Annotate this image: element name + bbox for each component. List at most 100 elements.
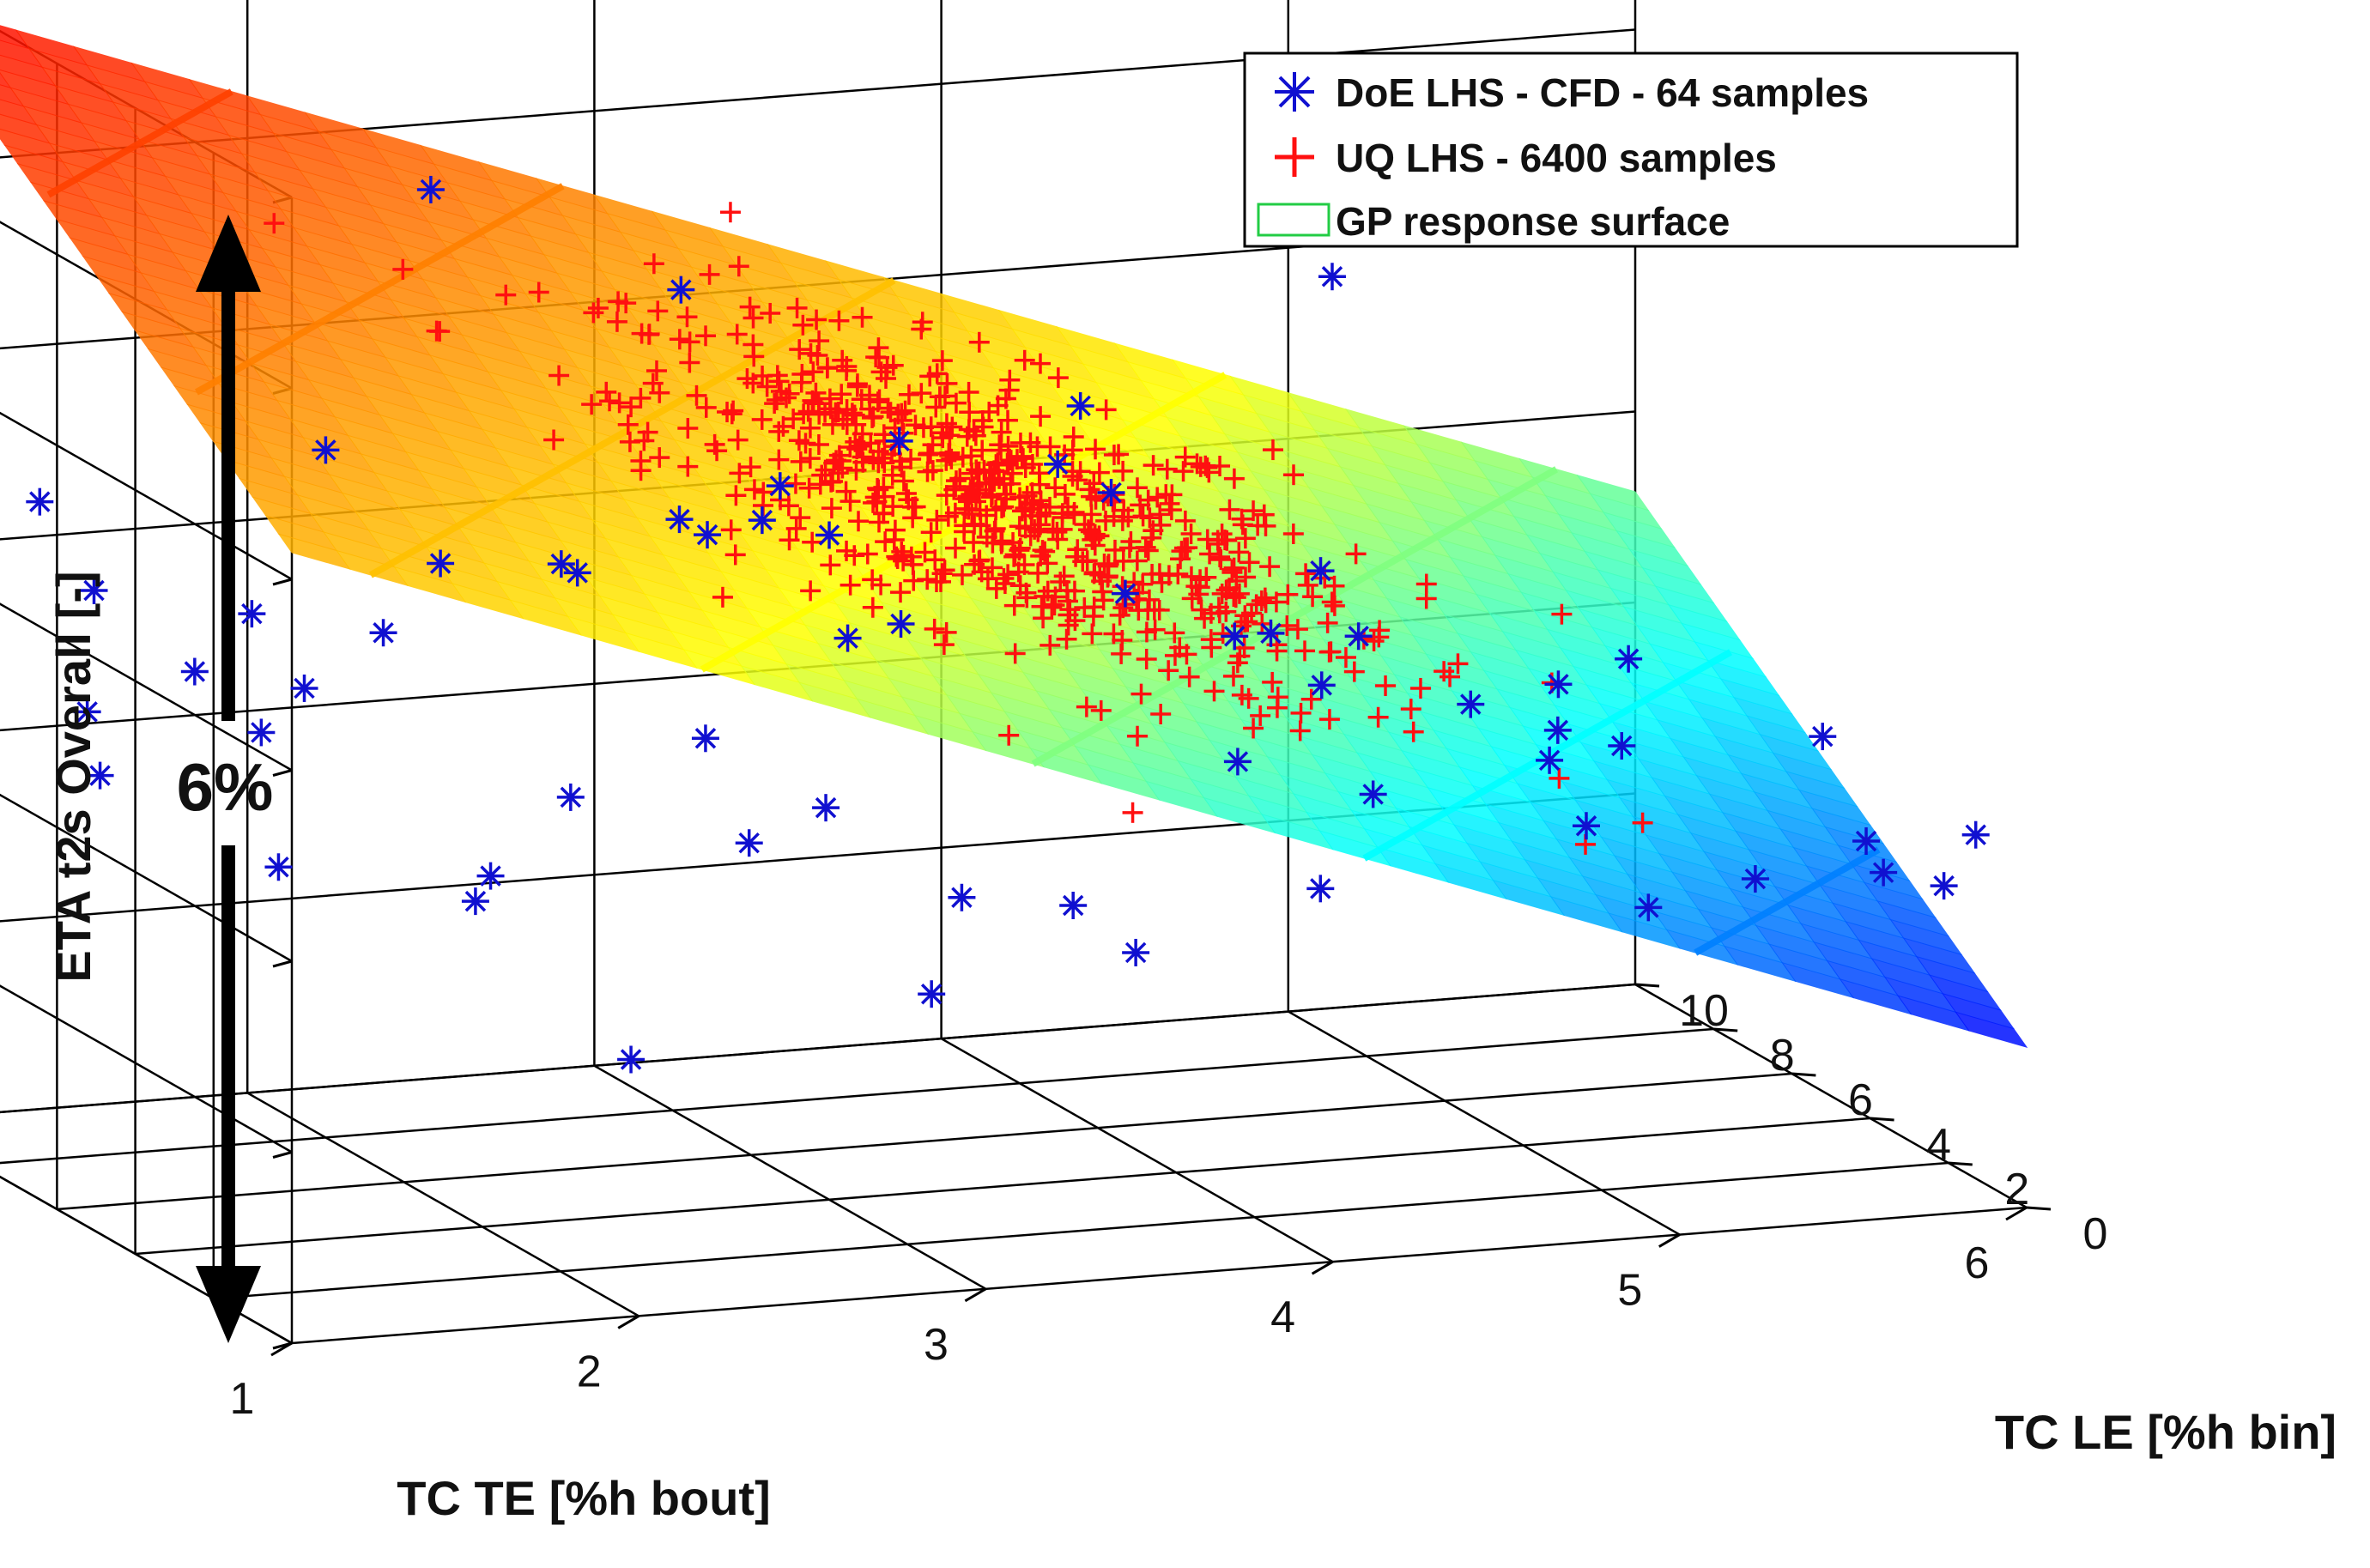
uq-sample-point <box>1126 550 1148 572</box>
uq-sample-point <box>998 724 1020 746</box>
uq-sample-point <box>719 202 741 223</box>
uq-sample-point <box>1255 515 1276 536</box>
uq-sample-point <box>873 476 894 498</box>
x-tick-label: 5 <box>1617 1266 1642 1316</box>
uq-sample-point <box>890 582 912 603</box>
doe-point-stroke <box>620 1049 642 1070</box>
uq-sample-point <box>996 483 1017 505</box>
uq-sample-point <box>920 522 942 543</box>
doe-point-stroke <box>1070 395 1091 417</box>
uq-sample-point <box>677 456 699 477</box>
uq-sample-point <box>1126 477 1148 499</box>
doe-sample-point <box>1741 865 1769 893</box>
uq-sample-point <box>790 507 811 529</box>
doe-sample-point <box>815 521 843 549</box>
uq-sample-point <box>1295 563 1317 584</box>
uq-sample-point <box>832 349 853 371</box>
uq-sample-point <box>1047 367 1069 389</box>
uq-sample-point <box>991 421 1012 443</box>
uq-sample-point <box>973 416 994 438</box>
doe-point-stroke <box>1933 875 1955 897</box>
uq-sample-point <box>1142 564 1163 585</box>
uq-sample-point <box>1014 349 1035 371</box>
uq-sample-point <box>630 460 652 481</box>
doe-point-stroke <box>751 509 773 531</box>
uq-sample-point <box>583 302 604 324</box>
uq-sample-point <box>1632 812 1653 833</box>
uq-sample-point <box>617 414 639 435</box>
uq-sample-point <box>1191 599 1212 621</box>
uq-sample-point <box>704 433 725 455</box>
uq-sample-point <box>1002 463 1023 484</box>
doe-point-stroke <box>1547 719 1569 742</box>
uq-sample-point <box>997 564 1019 585</box>
floor-x-gridline <box>1634 983 2028 1209</box>
uq-sample-point <box>1239 552 1260 573</box>
uq-sample-point <box>1324 575 1345 596</box>
uq-sample-point <box>1222 665 1244 687</box>
uq-sample-point <box>951 564 973 585</box>
uq-sample-point <box>828 310 850 331</box>
uq-sample-point <box>1233 637 1255 658</box>
uq-sample-point <box>852 451 874 473</box>
doe-point-stroke <box>890 613 912 635</box>
uq-sample-point <box>869 389 890 410</box>
doe-point-stroke <box>669 508 690 530</box>
uq-sample-point <box>862 596 883 618</box>
legend-uq-marker <box>1275 137 1314 177</box>
uq-sample-point <box>823 452 845 474</box>
doe-sample-point <box>1870 858 1898 887</box>
uq-sample-point <box>846 376 868 397</box>
doe-sample-point <box>748 506 776 535</box>
uq-sample-point <box>1173 537 1195 559</box>
doe-sample-point <box>1111 579 1139 608</box>
uq-sample-point <box>826 450 847 471</box>
uq-sample-point <box>958 419 979 440</box>
uq-sample-point <box>1335 647 1356 669</box>
uq-sample-point <box>1551 603 1573 625</box>
uq-sample-point <box>1201 637 1222 658</box>
uq-sample-point <box>820 554 841 576</box>
uq-sample-point <box>1294 640 1315 662</box>
uq-sample-point <box>768 421 790 442</box>
uq-sample-point <box>1067 539 1088 560</box>
uq-sample-point <box>961 463 983 484</box>
uq-sample-point <box>677 418 699 439</box>
uq-sample-point <box>743 346 765 367</box>
y-tick-labels: 0 2 4 6 8 10 <box>1679 986 2107 1259</box>
uq-sample-point <box>1056 628 1077 650</box>
surface-contour-line <box>1694 846 1881 956</box>
uq-sample-point <box>931 350 953 372</box>
doe-point-stroke <box>1812 725 1834 748</box>
uq-sample-point <box>1015 582 1037 603</box>
uq-sample-point <box>799 417 821 439</box>
uq-sample-point <box>846 439 868 460</box>
doe-sample-point <box>665 506 694 534</box>
uq-sample-point <box>884 519 906 541</box>
doe-sample-point <box>264 853 293 881</box>
uq-sample-point <box>840 491 861 512</box>
uq-sample-point <box>679 352 700 373</box>
uq-sample-point <box>1186 453 1208 475</box>
uq-sample-point <box>926 509 948 530</box>
doe-point-stroke <box>1744 868 1767 890</box>
uq-sample-point <box>549 365 570 386</box>
uq-sample-point <box>723 400 744 421</box>
uq-sample-point <box>939 445 961 466</box>
y-tick-label: 0 <box>2083 1209 2108 1259</box>
doe-point-stroke <box>480 865 501 887</box>
uq-sample-point <box>1021 498 1043 519</box>
uq-sample-point <box>1180 524 1202 545</box>
doe-point-stroke <box>1855 830 1877 852</box>
uq-sample-point <box>739 296 761 318</box>
uq-sample-point <box>1199 543 1221 565</box>
uq-sample-point <box>997 409 1018 431</box>
doe-point-stroke <box>1538 749 1561 772</box>
doe-point-stroke <box>550 553 573 575</box>
uq-sample-point <box>868 337 889 359</box>
floor-x-gridline <box>0 1175 293 1345</box>
uq-sample-point <box>608 291 629 312</box>
uq-sample-point <box>543 429 565 451</box>
uq-sample-point <box>1318 709 1340 730</box>
